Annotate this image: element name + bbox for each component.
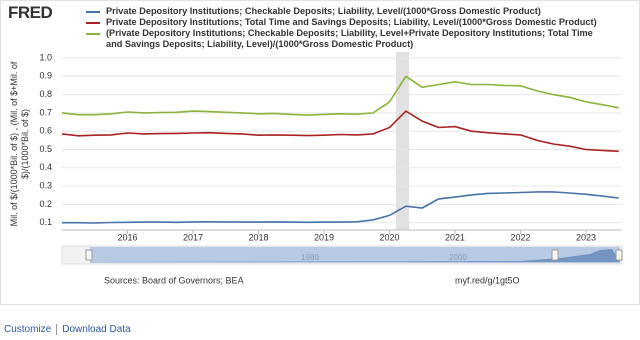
- x-tick-label: 2016: [117, 232, 137, 242]
- x-tick-label: 2019: [314, 232, 334, 242]
- series-line: [62, 191, 619, 224]
- recession-band: [396, 52, 410, 230]
- short-link: myf.red/g/1gt5O: [455, 275, 520, 285]
- y-tick-label: 0.9: [39, 71, 52, 81]
- y-tick-label: 0.3: [39, 180, 52, 190]
- navigator-handle[interactable]: [551, 249, 559, 261]
- footer: Customize Download Data: [4, 324, 136, 335]
- series-line: [61, 110, 619, 153]
- navigator-handle[interactable]: [85, 249, 93, 261]
- x-tick-label: 2021: [445, 232, 465, 242]
- y-tick-label: 0.1: [39, 217, 52, 227]
- y-tick-label: 0.4: [39, 162, 52, 172]
- y-tick-label: 0.7: [39, 107, 52, 117]
- legend-label: Private Depository Institutions; Checkab…: [106, 6, 541, 16]
- navigator-handle[interactable]: [615, 249, 623, 261]
- x-tick-label: 2023: [576, 232, 596, 242]
- logo[interactable]: FRED: [8, 3, 53, 22]
- legend-swatch: [86, 11, 100, 13]
- sources: Sources: Board of Governors; BEA: [104, 275, 244, 285]
- y-tick-label: 0.2: [39, 199, 52, 209]
- y-axis-label-line: Mil. of $/(1000*Bil. of $) , (Mil. of $+…: [9, 61, 19, 226]
- x-tick-label: 2018: [248, 232, 268, 242]
- footer-link[interactable]: Customize: [4, 324, 52, 335]
- navigator-window: [90, 247, 620, 263]
- legend-label: Private Depository Institutions; Total T…: [106, 17, 597, 27]
- x-tick-label: 2017: [183, 232, 203, 242]
- navigator-preview: [90, 249, 620, 262]
- navigator-label: 2000: [449, 253, 467, 262]
- legend-swatch: [86, 22, 100, 24]
- navigator-label: 1980: [301, 253, 319, 262]
- y-axis-label-line: $)/(1000*Bil. of $): [20, 109, 30, 179]
- x-tick-label: 2020: [379, 232, 399, 242]
- x-tick-label: 2022: [510, 232, 530, 242]
- footer-link[interactable]: Download Data: [56, 324, 136, 335]
- legend-item: Private Depository Institutions; Total T…: [86, 17, 606, 28]
- legend-item: Private Depository Institutions; Checkab…: [86, 6, 606, 17]
- series-line: [61, 75, 619, 116]
- y-tick-label: 1.0: [39, 52, 52, 62]
- legend-item: (Private Depository Institutions; Checka…: [86, 28, 606, 50]
- y-tick-label: 0.6: [39, 126, 52, 136]
- legend: Private Depository Institutions; Checkab…: [86, 6, 606, 50]
- legend-swatch: [86, 33, 100, 35]
- y-axis-label: Mil. of $/(1000*Bil. of $) , (Mil. of $+…: [9, 61, 30, 226]
- y-tick-label: 0.8: [39, 89, 52, 99]
- legend-label: (Private Depository Institutions; Checka…: [106, 28, 593, 49]
- chart: 0.1 0.2 0.3 0.4 0.5 0.6 0.7 0.8 0.9 1.0 2016 2017 20…: [9, 52, 623, 285]
- y-tick-label: 0.5: [39, 144, 52, 154]
